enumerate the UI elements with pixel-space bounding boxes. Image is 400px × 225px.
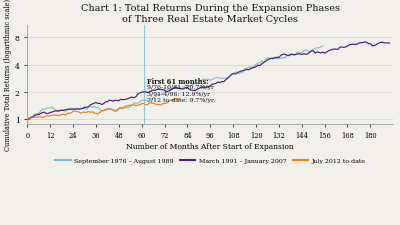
Title: Chart 1: Total Returns During the Expansion Phases
of Three Real Estate Market C: Chart 1: Total Returns During the Expans… [81,4,340,23]
Text: 9/76-10/81: 20.7%/yr
3/91-4/96: 12.9%/yr
7/12 to date: 9.7%/yr: 9/76-10/81: 20.7%/yr 3/91-4/96: 12.9%/yr… [146,85,213,103]
Text: First 61 months:: First 61 months: [146,78,208,86]
X-axis label: Number of Months After Start of Expansion: Number of Months After Start of Expansio… [126,142,294,150]
Y-axis label: Cumulative Total Returns (logarithmic scale): Cumulative Total Returns (logarithmic sc… [4,0,12,151]
Legend: September 1976 – August 1989, March 1991 – January 2007, July 2012 to date: September 1976 – August 1989, March 1991… [53,156,368,166]
